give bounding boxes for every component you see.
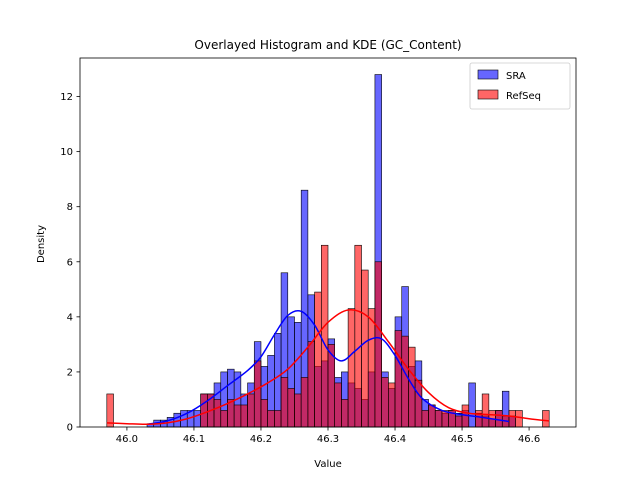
y-tick-label: 0 (67, 423, 73, 434)
bar-refseq (508, 410, 516, 428)
legend-swatch-sra (477, 69, 499, 80)
bar-refseq (247, 393, 255, 428)
bar-refseq (374, 261, 382, 428)
bar-sra (193, 410, 201, 428)
legend-swatch-refseq (477, 89, 499, 100)
bar-refseq (213, 399, 222, 428)
x-tick-label: 46.2 (250, 434, 272, 445)
y-axis-label: Density (36, 225, 47, 263)
bar-refseq (542, 410, 550, 428)
legend-label-sra: SRA (506, 71, 526, 82)
bar-refseq (274, 410, 282, 428)
y-tick-label: 2 (67, 367, 73, 378)
y-tick-label: 10 (60, 147, 73, 158)
x-tick-label: 46.6 (518, 434, 540, 445)
y-axis-ticks: 0 2 4 6 8 10 12 (60, 92, 80, 434)
bar-refseq (475, 410, 483, 428)
bar-refseq (394, 330, 403, 428)
bar-refseq (515, 410, 523, 428)
bar-refseq (287, 388, 295, 428)
bar-sra (468, 382, 476, 428)
x-axis-label: Value (314, 459, 341, 470)
kde-line-refseq (106, 309, 550, 426)
y-tick-label: 6 (67, 257, 73, 268)
bar-refseq (381, 377, 389, 428)
bar-refseq (401, 335, 409, 428)
bar-refseq (334, 382, 342, 428)
bar-refseq (347, 308, 356, 428)
bar-refseq (267, 410, 275, 428)
bar-refseq (367, 308, 376, 428)
bar-refseq (428, 404, 436, 428)
bar-refseq (253, 360, 262, 428)
x-tick-label: 46.3 (317, 434, 339, 445)
x-tick-label: 46.0 (116, 434, 138, 445)
kde-line-sra (146, 310, 510, 425)
bar-refseq (455, 415, 463, 428)
bar-refseq (233, 404, 242, 428)
y-tick-label: 8 (67, 202, 73, 213)
bar-refseq (200, 393, 208, 428)
bar-refseq (294, 393, 302, 428)
chart-title: Overlayed Histogram and KDE (GC_Content) (194, 38, 461, 52)
x-tick-label: 46.5 (451, 434, 473, 445)
bar-refseq (220, 410, 228, 428)
x-tick-label: 46.1 (183, 434, 205, 445)
x-axis-ticks: 46.0 46.1 46.2 46.3 46.4 46.5 46.6 (116, 427, 540, 445)
bar-refseq (260, 399, 268, 428)
y-tick-label: 4 (67, 312, 73, 323)
legend-label-refseq: RefSeq (506, 91, 541, 102)
bar-refseq (106, 393, 114, 428)
bar-refseq (434, 410, 443, 428)
bar-refseq (320, 244, 329, 428)
bar-refseq (361, 269, 369, 428)
y-tick-label: 12 (60, 92, 73, 103)
bar-refseq (495, 410, 503, 428)
bar-refseq (307, 341, 315, 428)
bar-refseq (314, 291, 322, 428)
legend: SRA RefSeq (469, 62, 571, 110)
bar-refseq (414, 379, 423, 428)
bar-refseq (421, 410, 429, 428)
bar-refseq (481, 393, 490, 428)
bar-refseq (388, 382, 396, 428)
bar-refseq (280, 377, 289, 428)
bar-refseq (240, 404, 248, 428)
x-tick-label: 46.4 (384, 434, 406, 445)
bar-refseq (300, 377, 309, 428)
bar-refseq (354, 244, 362, 428)
bar-refseq (341, 399, 349, 428)
